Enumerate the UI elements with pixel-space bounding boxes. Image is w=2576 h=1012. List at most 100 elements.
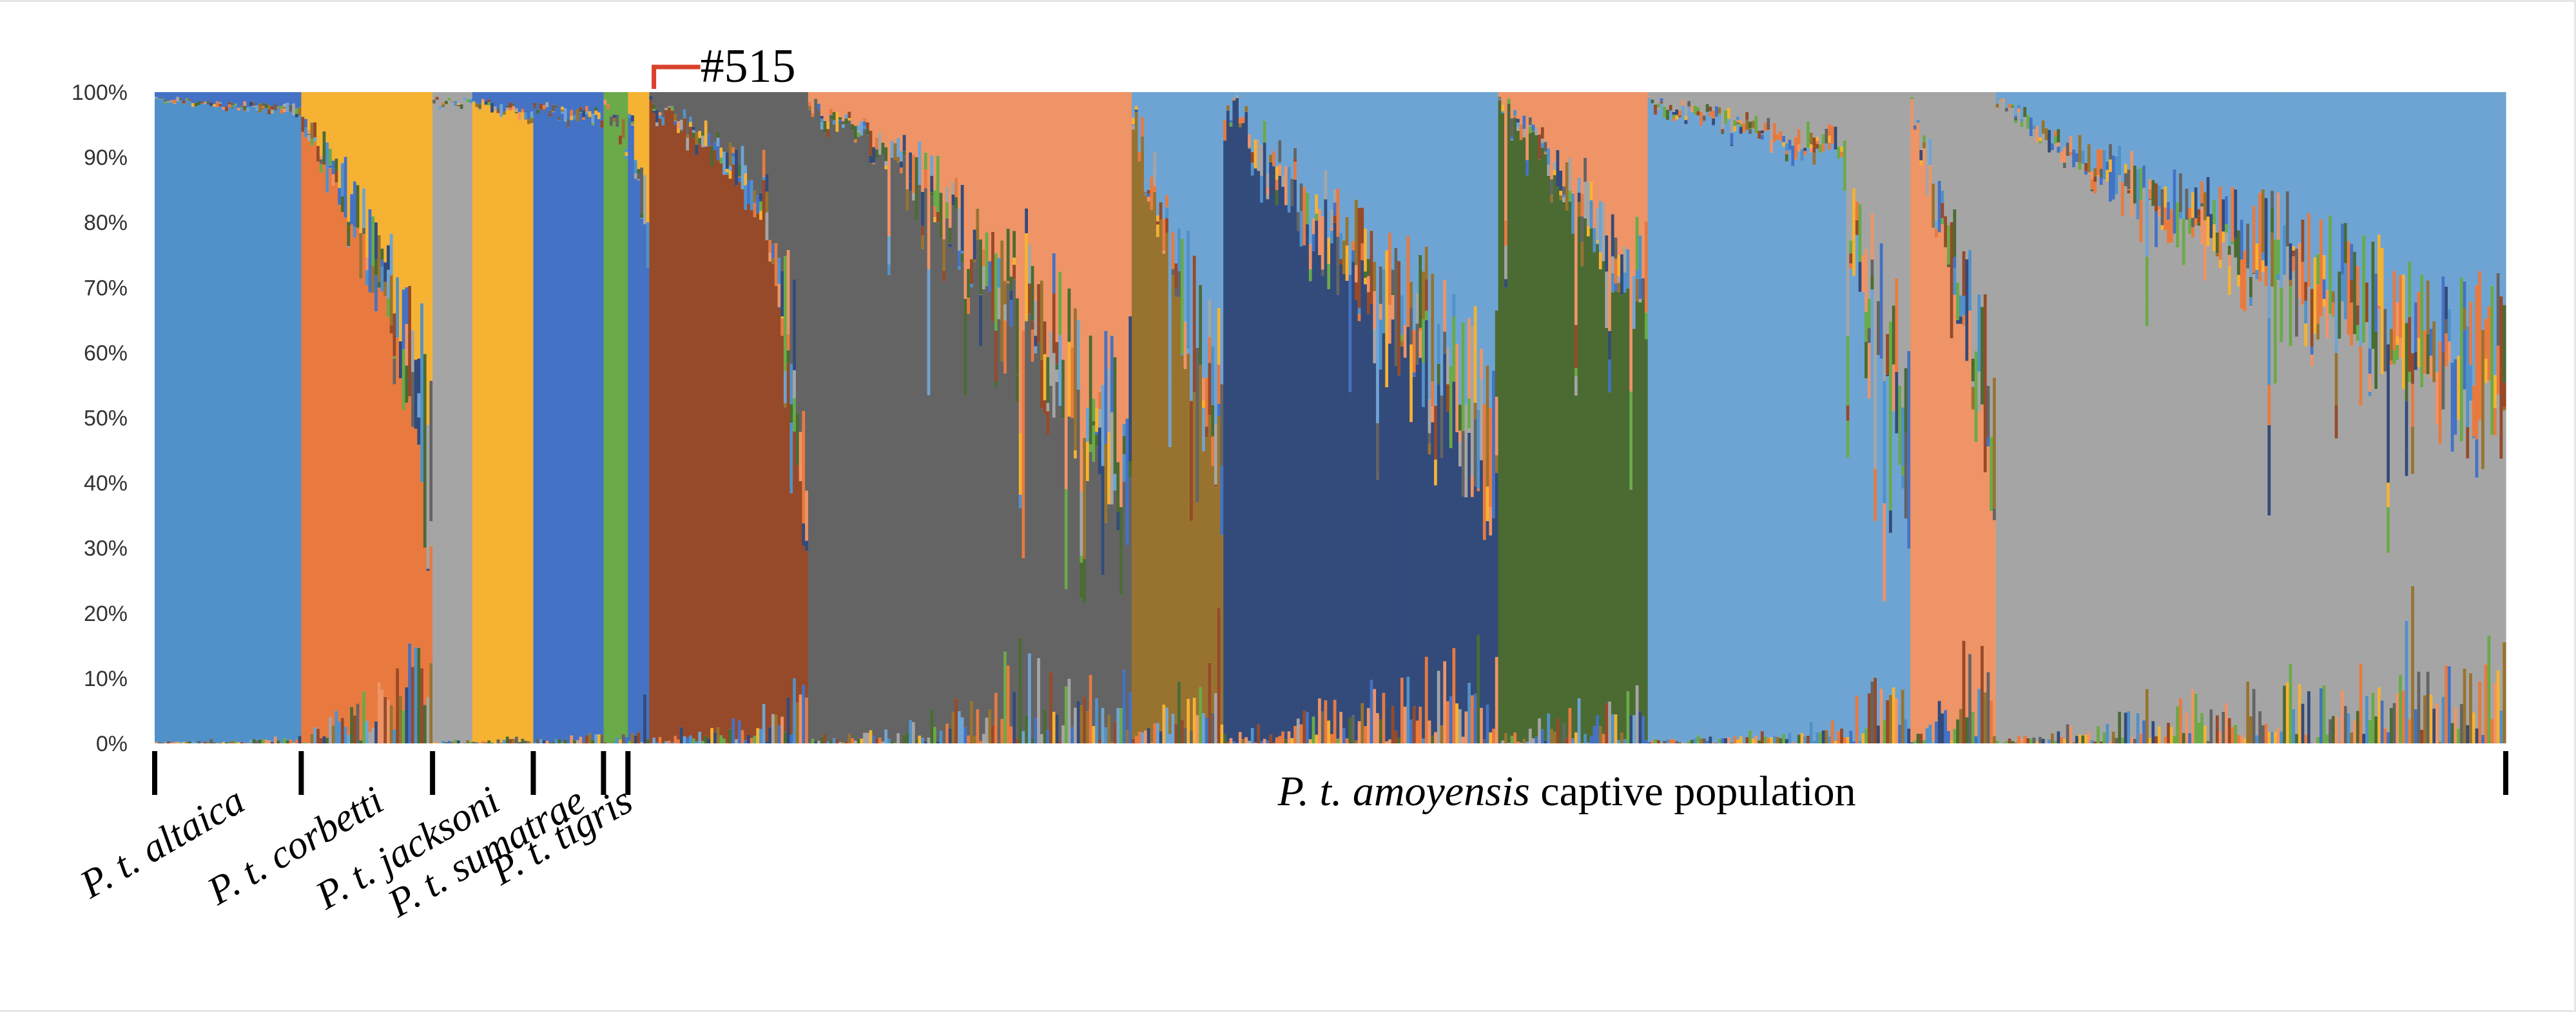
admixture-segment [2371,92,2375,242]
admixture-segment [1596,208,1600,241]
admixture-segment [2285,682,2290,743]
admixture-segment [2069,136,2073,152]
admixture-segment [1000,361,1004,720]
admixture-segment [643,92,647,175]
admixture-segment [881,154,885,742]
admixture-segment [402,410,406,711]
admixture-segment [2271,208,2274,233]
admixture-segment [1892,92,1896,306]
admixture-segment [851,738,855,743]
admixture-segment [933,190,937,207]
admixture-segment [2295,92,2299,249]
admixture-segment [1776,134,1780,140]
admixture-segment [2160,189,2164,225]
admixture-segment [240,92,244,106]
admixture-segment [2478,419,2482,682]
admixture-segment [872,147,876,163]
admixture-segment [2240,735,2244,743]
admixture-segment [1559,171,1563,191]
admixture-segment [1132,738,1136,743]
admixture-segment [1589,736,1594,743]
admixture-segment [637,178,641,180]
admixture-segment [1763,92,1768,123]
admixture-segment [1275,166,1279,180]
admixture-segment [2447,92,2452,309]
admixture-segment [1858,741,1862,743]
admixture-segment [1925,92,1930,163]
admixture-segment [1767,92,1770,119]
admixture-segment [2051,143,2055,151]
admixture-segment [902,734,907,743]
admixture-segment [2347,334,2350,714]
admixture-segment [2264,286,2269,724]
admixture-segment [1522,134,1526,138]
admixture-segment [1702,92,1707,116]
admixture-segment [286,92,290,103]
admixture-segment [2408,719,2412,743]
admixture-segment [176,97,180,102]
admixture-segment [1522,129,1526,135]
admixture-segment [704,92,708,121]
admixture-segment [2213,200,2216,225]
admixture-segment [185,100,189,743]
admixture-segment [1638,299,1642,303]
admixture-segment [240,741,244,743]
admixture-segment [1995,104,2000,108]
admixture-segment [2227,254,2232,267]
admixture-segment [768,92,772,240]
admixture-segment [600,120,605,128]
admixture-segment [1458,92,1462,405]
admixture-segment [548,116,552,742]
admixture-segment [554,104,558,109]
admixture-segment [695,92,699,133]
admixture-segment [1443,331,1447,354]
admixture-segment [1736,740,1740,743]
admixture-segment [2240,259,2244,309]
admixture-segment [515,736,519,743]
admixture-segment [594,734,598,743]
admixture-segment [844,741,849,743]
admixture-segment [716,92,721,132]
admixture-segment [930,196,934,709]
admixture-segment [1614,283,1618,291]
admixture-segment [2469,92,2473,302]
admixture-segment [2450,451,2455,723]
admixture-segment [341,163,345,196]
admixture-segment [2118,145,2122,175]
admixture-segment [2331,302,2336,316]
admixture-segment [585,92,589,106]
admixture-segment [1165,195,1169,207]
admixture-segment [1828,135,1832,143]
admixture-segment [2423,695,2427,743]
admixture-segment [1809,721,1814,743]
admixture-segment [2249,306,2253,307]
admixture-segment [820,129,824,737]
admixture-segment [1134,111,1139,736]
admixture-segment [1608,702,1612,743]
admixture-segment [1174,296,1178,724]
admixture-segment [1162,704,1166,743]
admixture-segment [1977,689,1981,743]
admixture-segment [1714,92,1719,106]
admixture-segment [2066,156,2070,725]
admixture-segment [1085,711,1090,743]
admixture-segment [902,155,907,735]
admixture-segment [1553,92,1557,162]
admixture-segment [450,92,454,101]
admixture-segment [2420,729,2424,743]
admixture-segment [967,314,971,736]
admixture-segment [561,110,565,112]
admixture-segment [2084,171,2088,175]
admixture-segment [1467,92,1471,318]
admixture-segment [1983,294,1988,473]
admixture-segment [503,740,507,743]
admixture-segment [853,142,858,741]
admixture-segment [307,140,311,743]
admixture-segment [392,313,396,356]
admixture-segment [1761,139,1765,732]
admixture-segment [1132,92,1136,119]
admixture-segment [2081,164,2085,736]
admixture-segment [1321,92,1325,216]
admixture-segment [1012,257,1016,265]
admixture-segment [698,144,702,732]
